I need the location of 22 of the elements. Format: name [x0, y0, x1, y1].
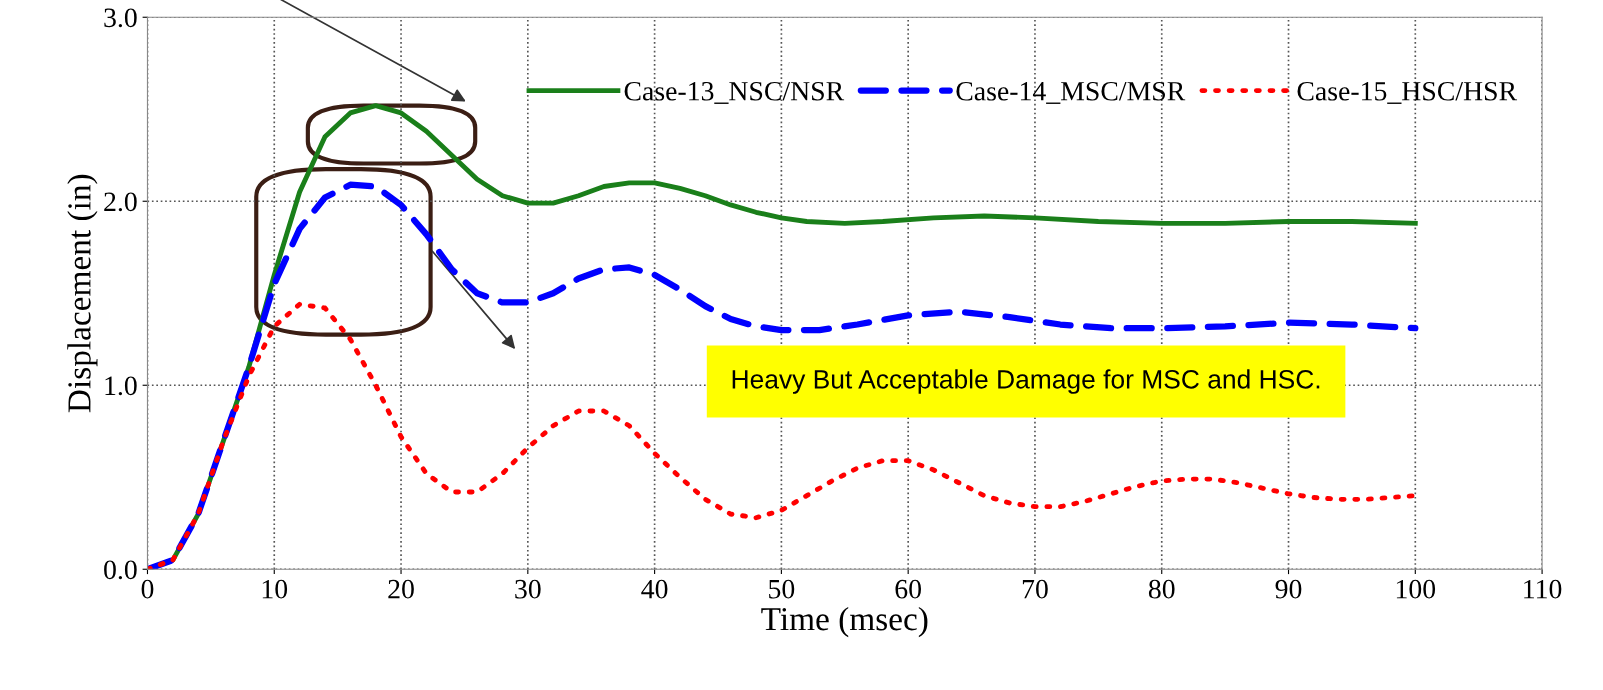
- y-tick-label: 1.0: [105, 376, 137, 396]
- annotation: Heavy But Acceptable Damage for MSC and HSC.: [732, 369, 1320, 394]
- x-tick-label: 20: [388, 579, 414, 599]
- x-tick-label: 30: [515, 579, 541, 599]
- x-tick-label: 10: [262, 579, 288, 599]
- legend-label: Case-15_HSC/HSR: [1297, 81, 1518, 104]
- x-tick-label: 70: [1022, 579, 1048, 599]
- y-tick-label: 2.0: [104, 192, 137, 212]
- y-tick-label: 0.0: [104, 560, 137, 580]
- x-tick-label: 90: [1275, 579, 1302, 599]
- x-tick-label: 0: [141, 579, 154, 599]
- x-tick-label: 110: [1524, 579, 1562, 599]
- x-tick-label: 60: [895, 579, 921, 599]
- x-axis-title: Time (msec): [761, 606, 928, 638]
- x-tick-label: 50: [769, 579, 795, 599]
- x-tick-label: 40: [641, 579, 668, 599]
- y-tick-label: 3.0: [104, 8, 137, 28]
- x-tick-label: 80: [1148, 579, 1175, 599]
- y-axis-title: Displacement (in): [67, 174, 98, 413]
- x-tick-label: 100: [1396, 579, 1436, 599]
- legend-label: Case-14_MSC/MSR: [956, 81, 1186, 104]
- legend-label: Case-13_NSC/NSR: [624, 81, 845, 104]
